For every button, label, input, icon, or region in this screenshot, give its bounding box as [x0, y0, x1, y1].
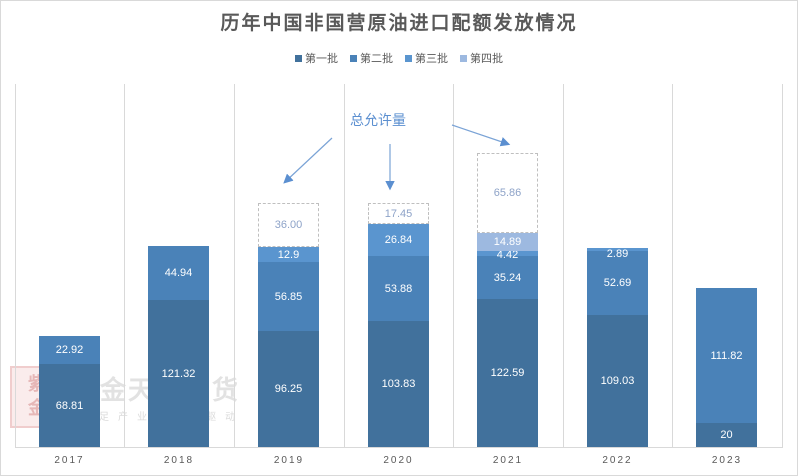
gridline [672, 84, 673, 447]
bar-segment-2023-s2: 111.82 [696, 288, 757, 423]
x-tick-label: 2017 [54, 455, 85, 466]
bar-segment-2021-s4: 14.89 [477, 233, 538, 251]
legend-label: 第一批 [305, 52, 338, 65]
legend-item-batch-2: 第二批 [350, 50, 393, 66]
x-tick-label: 2021 [492, 455, 524, 466]
bar-segment-2022-s1: 109.03 [587, 315, 648, 447]
bar-segment-2022-s3: 2.89 [587, 248, 648, 260]
bar-segment-2017-s2: 22.92 [39, 336, 100, 364]
data-label: 65.86 [493, 187, 522, 199]
bar-segment-2021-s2: 35.24 [477, 256, 538, 299]
x-tick-label: 2019 [273, 455, 305, 466]
legend-item-batch-3: 第三批 [405, 50, 448, 66]
data-label: 111.82 [710, 349, 743, 362]
data-label: 68.81 [55, 399, 84, 412]
legend-label: 第二批 [360, 52, 393, 65]
legend-swatch-icon [350, 54, 357, 62]
bar-segment-2021-dashed: 65.86 [477, 153, 538, 233]
gridline [15, 84, 16, 447]
bar-segment-2023-s1: 20 [696, 423, 757, 447]
data-label: 20 [720, 429, 733, 441]
data-label: 36.00 [274, 219, 303, 231]
data-label: 121.32 [161, 367, 196, 380]
data-label: 56.85 [274, 290, 303, 303]
data-label: 96.25 [274, 383, 303, 395]
chart-title: 历年中国非国营原油进口配额发放情况 [220, 12, 578, 34]
legend-swatch-icon [460, 54, 467, 62]
x-tick-label: 2020 [383, 455, 414, 466]
data-label: 4.42 [496, 248, 519, 261]
gridline [782, 84, 783, 447]
data-label: 17.45 [384, 207, 413, 220]
legend-item-batch-4: 第四批 [460, 50, 503, 66]
gridline [563, 84, 564, 447]
x-tick-label: 2018 [163, 455, 195, 466]
data-label: 53.88 [384, 282, 413, 295]
bar-segment-2021-s1: 122.59 [477, 299, 538, 447]
data-label: 52.69 [603, 277, 632, 289]
data-label: 109.03 [600, 375, 635, 387]
data-label: 26.84 [384, 234, 413, 246]
legend-item-batch-1: 第一批 [295, 50, 338, 66]
bar-segment-2020-dashed: 17.45 [368, 203, 429, 224]
data-label: 22.92 [55, 344, 84, 356]
data-label: 35.24 [493, 271, 522, 284]
data-label: 12.9 [277, 248, 300, 261]
data-label: 2.89 [606, 247, 629, 260]
bar-segment-2021-s3: 4.42 [477, 249, 538, 261]
bar-segment-2018-s2: 44.94 [148, 246, 209, 300]
gridline [453, 84, 454, 447]
bar-segment-2019-s3: 12.9 [258, 247, 319, 262]
x-axis-line [15, 447, 783, 448]
legend-swatch-icon [405, 54, 412, 62]
bar-segment-2020-s2: 53.88 [368, 256, 429, 321]
annotation-total-allowance: 总允许量 [350, 113, 406, 129]
x-tick-label: 2023 [711, 455, 743, 466]
gridline [234, 84, 235, 447]
gridline [344, 84, 345, 447]
bar-segment-2019-s1: 96.25 [258, 331, 319, 447]
data-label: 44.94 [164, 267, 193, 279]
data-label: 14.89 [493, 236, 522, 248]
legend-label: 第三批 [415, 52, 448, 65]
bar-segment-2019-dashed: 36.00 [258, 203, 319, 247]
bar-segment-2018-s1: 121.32 [148, 300, 209, 447]
legend-swatch-icon [295, 54, 302, 62]
bar-segment-2019-s2: 56.85 [258, 262, 319, 331]
bar-segment-2017-s1: 68.81 [39, 364, 100, 447]
data-label: 122.59 [490, 367, 525, 379]
legend: 第一批 第二批 第三批 第四批 [0, 50, 798, 66]
data-label: 103.83 [381, 378, 416, 390]
bar-segment-2020-s3: 26.84 [368, 224, 429, 256]
gridline [124, 84, 125, 447]
legend-label: 第四批 [470, 52, 503, 65]
x-tick-label: 2022 [602, 455, 633, 466]
bar-segment-2020-s1: 103.83 [368, 321, 429, 447]
bar-segment-2022-s2: 52.69 [587, 251, 648, 315]
